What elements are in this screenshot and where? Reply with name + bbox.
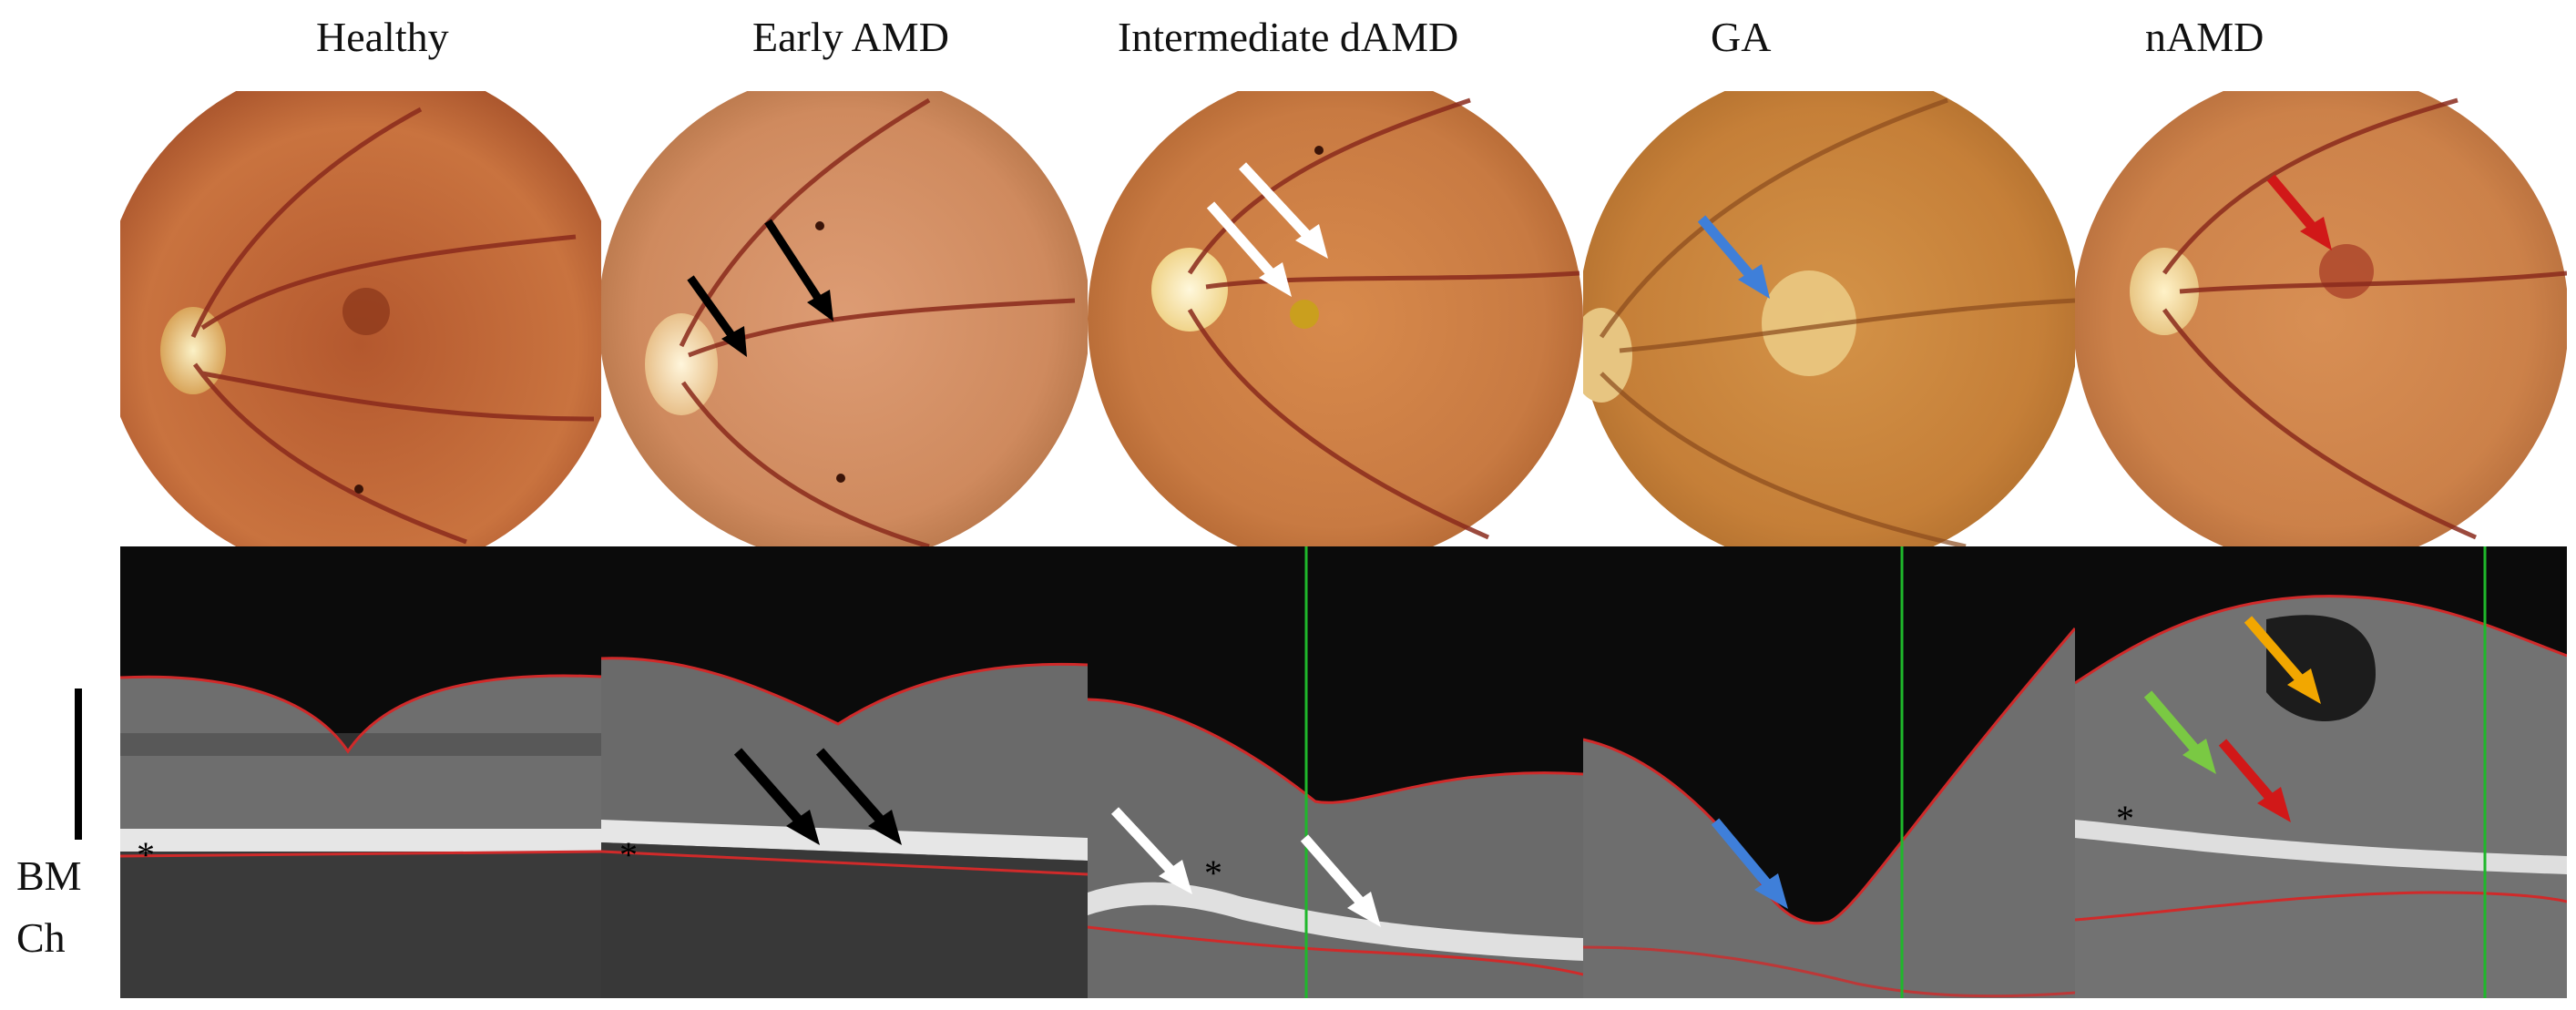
oct-marker: * xyxy=(619,834,638,875)
fundus-image-healthy xyxy=(120,91,601,546)
black-arrow-icon xyxy=(764,219,833,321)
scale-bar xyxy=(75,689,82,840)
column-title-ga: GA xyxy=(1711,14,1772,60)
white-arrow-icon xyxy=(1206,201,1292,297)
white-arrow-icon xyxy=(1300,834,1381,927)
oct-marker: * xyxy=(137,834,155,875)
black-arrow-icon xyxy=(733,748,820,845)
black-arrow-icon xyxy=(815,748,902,845)
bm-label: BM xyxy=(16,852,82,899)
oct-scan-intermediate-damd: * xyxy=(1088,546,1583,998)
column-title-healthy: Healthy xyxy=(316,14,449,60)
red-arrow-icon xyxy=(2266,174,2332,250)
red-arrow-icon xyxy=(2218,739,2291,822)
green-arrow-icon xyxy=(2143,690,2216,774)
black-arrow-icon xyxy=(687,275,747,357)
blue-arrow-icon xyxy=(1711,818,1788,909)
fundus-image-ga xyxy=(1583,91,2075,546)
white-arrow-icon xyxy=(1110,807,1192,894)
yellow-arrow-icon xyxy=(2244,616,2321,704)
white-arrow-icon xyxy=(1238,162,1328,259)
fundus-image-early-amd xyxy=(601,91,1088,546)
oct-marker: * xyxy=(2116,798,2134,839)
oct-scan-namd: * xyxy=(2075,546,2567,998)
oct-scan-ga xyxy=(1583,546,2075,998)
oct-scan-healthy: * xyxy=(120,546,601,998)
column-title-early-amd: Early AMD xyxy=(752,14,949,60)
column-title-intermediate-damd: Intermediate dAMD xyxy=(1118,14,1459,60)
column-title-namd: nAMD xyxy=(2145,14,2264,60)
fundus-image-intermediate-damd xyxy=(1088,91,1583,546)
blue-arrow-icon xyxy=(1697,215,1770,299)
fundus-image-namd xyxy=(2075,91,2567,546)
ch-label: Ch xyxy=(16,914,66,961)
oct-marker: * xyxy=(1204,852,1222,893)
oct-scan-early-amd: * xyxy=(601,546,1088,998)
